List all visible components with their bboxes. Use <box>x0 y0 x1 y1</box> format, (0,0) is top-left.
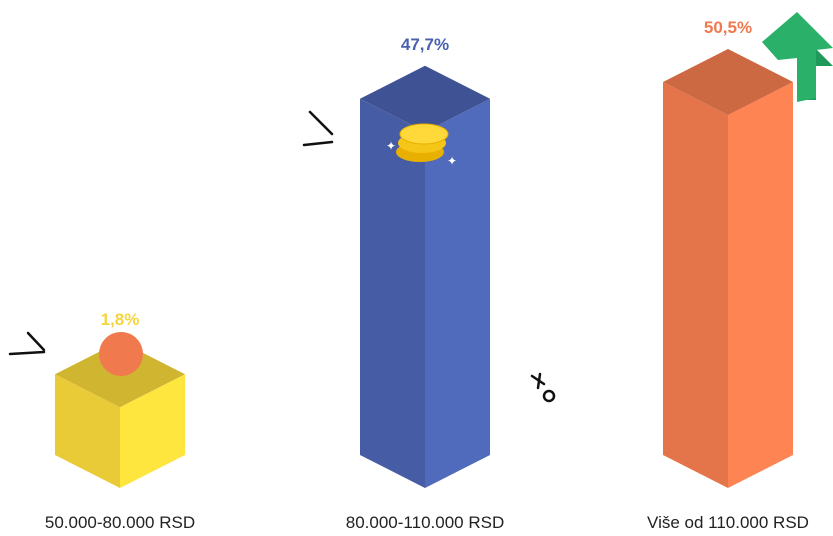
x-tick-label: 80.000-110.000 RSD <box>346 513 504 532</box>
coins: ✦ ✦ <box>386 123 457 168</box>
x-tick-label: Više od 110.000 RSD <box>647 513 809 532</box>
bar <box>663 49 793 488</box>
ball <box>99 332 143 376</box>
value-label: 50,5% <box>704 18 752 37</box>
decorations <box>8 110 556 403</box>
svg-text:✦: ✦ <box>447 154 457 168</box>
bar-top-face <box>663 49 793 115</box>
bar-right-face <box>728 82 793 488</box>
bar-top-face <box>360 65 490 132</box>
bar-left-face <box>55 374 120 488</box>
bar-right-face <box>425 98 490 489</box>
arrow <box>762 12 833 102</box>
bar-left-face <box>360 98 425 489</box>
value-label: 1,8% <box>101 310 140 329</box>
x-tick-label: 50.000-80.000 RSD <box>45 513 195 532</box>
bar-right-face <box>120 374 185 488</box>
svg-text:✦: ✦ <box>386 139 396 153</box>
bar-left-face <box>663 82 728 488</box>
value-label: 47,7% <box>401 35 449 54</box>
bar <box>360 65 490 489</box>
